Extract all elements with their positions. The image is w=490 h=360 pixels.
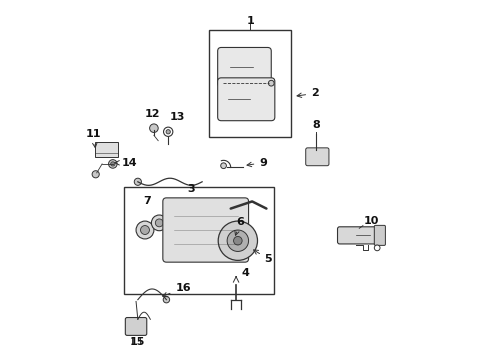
Circle shape [151, 215, 167, 231]
Text: 2: 2 [297, 89, 319, 98]
Text: 10: 10 [364, 216, 379, 226]
Text: 8: 8 [313, 120, 320, 130]
Text: 9: 9 [247, 158, 267, 168]
Text: 7: 7 [143, 197, 150, 206]
Text: 16: 16 [163, 283, 191, 297]
Circle shape [166, 130, 171, 134]
Circle shape [170, 230, 177, 237]
Circle shape [218, 221, 258, 260]
Circle shape [109, 159, 117, 168]
Text: 15: 15 [130, 337, 146, 347]
Bar [209, 30, 292, 137]
Circle shape [92, 171, 99, 178]
Circle shape [149, 124, 158, 132]
Circle shape [220, 163, 226, 168]
Text: 3: 3 [188, 184, 195, 194]
Text: 4: 4 [241, 268, 249, 278]
Circle shape [163, 296, 170, 303]
Circle shape [167, 226, 181, 241]
FancyBboxPatch shape [125, 318, 147, 336]
Circle shape [227, 230, 248, 251]
Text: 5: 5 [254, 250, 272, 264]
Bar [95, 143, 118, 157]
FancyBboxPatch shape [306, 148, 329, 166]
Circle shape [136, 221, 154, 239]
Text: 12: 12 [145, 109, 160, 119]
FancyBboxPatch shape [374, 225, 386, 246]
Circle shape [155, 219, 163, 227]
Text: 11: 11 [86, 129, 101, 148]
Circle shape [141, 226, 149, 234]
Bar [123, 187, 273, 294]
Circle shape [111, 162, 115, 166]
FancyBboxPatch shape [218, 48, 271, 87]
Circle shape [269, 80, 274, 86]
Circle shape [374, 245, 380, 251]
FancyBboxPatch shape [163, 198, 248, 262]
Circle shape [234, 237, 242, 245]
Circle shape [164, 127, 173, 136]
Text: 13: 13 [170, 112, 185, 122]
FancyBboxPatch shape [338, 227, 377, 244]
Text: 14: 14 [115, 158, 137, 168]
Circle shape [134, 178, 142, 185]
Text: 6: 6 [235, 217, 244, 235]
Text: 1: 1 [246, 16, 254, 26]
FancyBboxPatch shape [218, 78, 275, 121]
